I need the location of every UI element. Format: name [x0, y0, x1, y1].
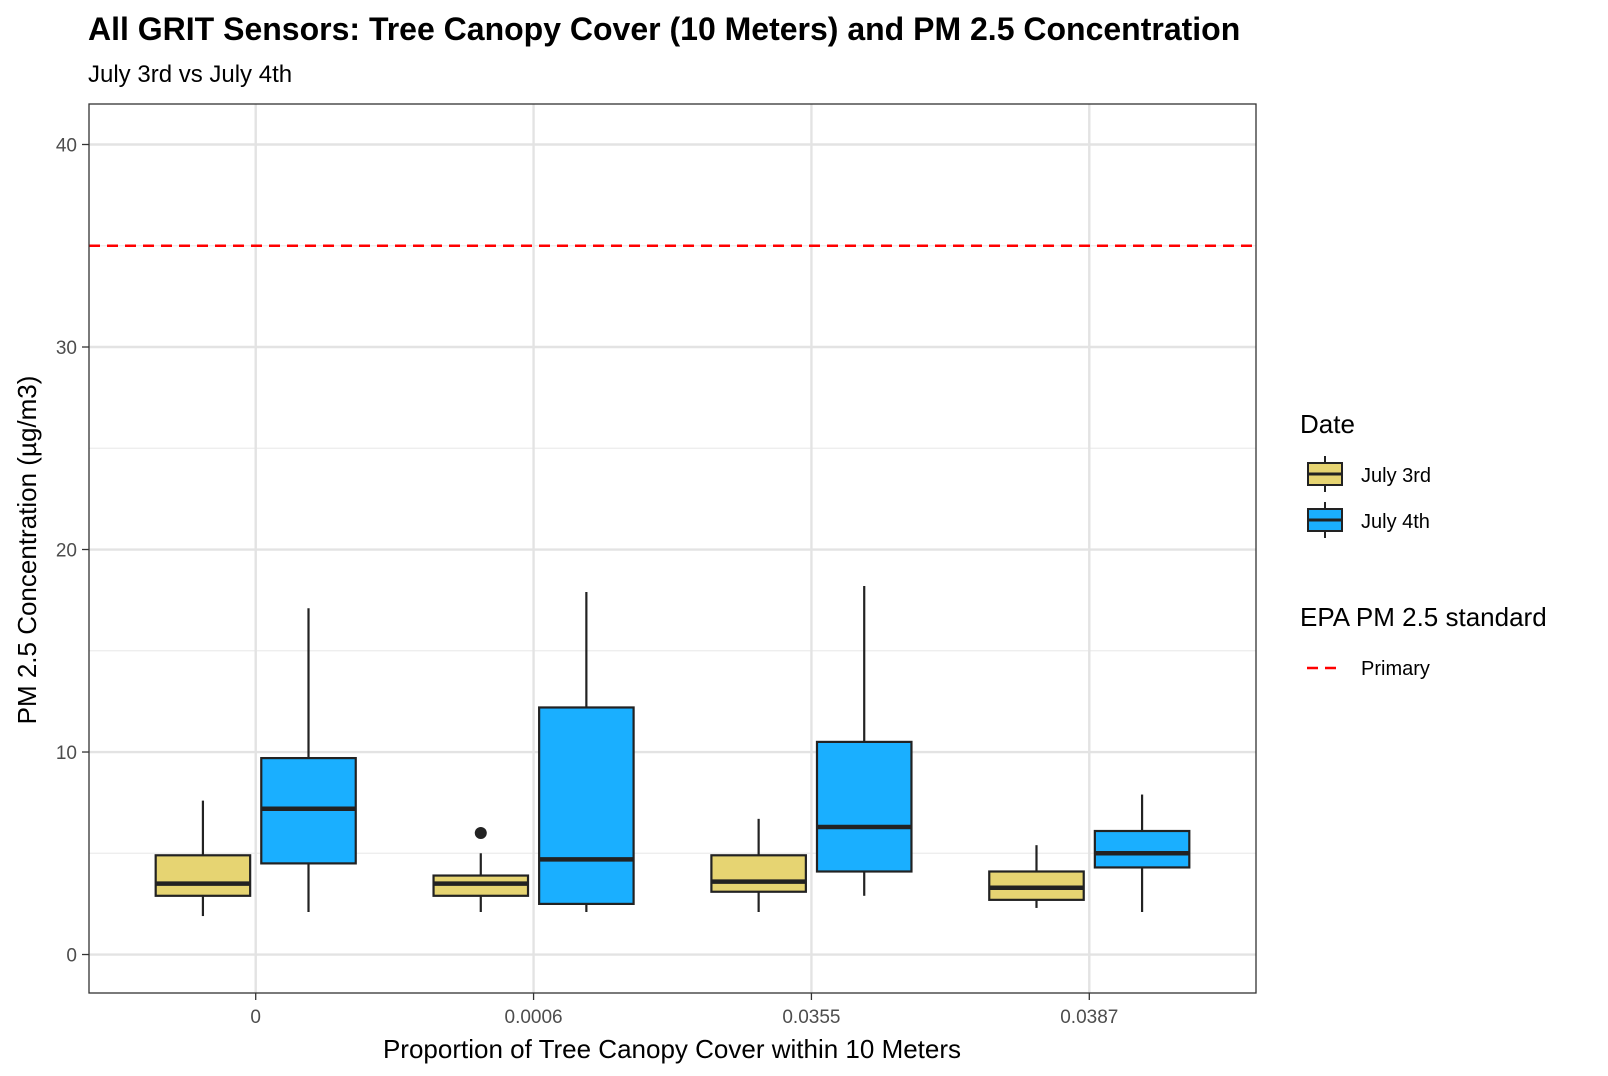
boxplot-july-4th-0.0006 [538, 592, 635, 912]
x-tick-label: 0.0387 [1060, 1007, 1118, 1028]
legend-key-july-4th [1307, 502, 1343, 538]
boxplot-july-3rd-0.0355 [710, 818, 807, 912]
boxplot-july-4th-0.0355 [815, 585, 913, 896]
y-tick-label: 30 [56, 338, 77, 359]
box [154, 854, 252, 897]
box [815, 740, 913, 873]
chart-title: All GRIT Sensors: Tree Canopy Cover (10 … [88, 11, 1240, 47]
x-tick-label: 0 [250, 1007, 261, 1028]
plot-area: 0 10 20 30 40 0 0.0006 0.0355 0.0387 [56, 103, 1257, 1028]
x-tick-label: 0.0006 [505, 1007, 563, 1028]
boxplot-july-3rd-0.0006 [432, 827, 530, 912]
chart-subtitle: July 3rd vs July 4th [88, 61, 292, 88]
boxplot-july-3rd-0.0387 [988, 845, 1085, 908]
box [1093, 829, 1191, 869]
x-tick-label: 0.0355 [782, 1007, 840, 1028]
boxplot-july-4th-0 [260, 608, 357, 912]
y-axis-title: PM 2.5 Concentration (µg/m3) [12, 376, 42, 725]
box [538, 706, 635, 905]
legend-label-primary: Primary [1361, 658, 1430, 680]
legend-key-july-3rd [1307, 456, 1343, 492]
y-tick-label: 40 [56, 136, 77, 157]
legend-label-july-3rd: July 3rd [1361, 465, 1431, 487]
panel-border [88, 103, 1257, 994]
legend-line-title: EPA PM 2.5 standard [1300, 602, 1547, 632]
boxplot-july-3rd-0 [154, 800, 252, 917]
box [710, 854, 807, 893]
boxplot-july-4th-0.0387 [1093, 794, 1191, 912]
legend-fill-title: Date [1300, 409, 1355, 439]
y-tick-label: 20 [56, 541, 77, 562]
legend-label-july-4th: July 4th [1361, 511, 1430, 533]
y-tick-label: 0 [66, 946, 77, 967]
x-axis-title: Proportion of Tree Canopy Cover within 1… [383, 1034, 961, 1064]
outlier-point [474, 827, 487, 840]
legend: Date July 3rd July 4th EPA PM 2.5 standa… [1300, 409, 1547, 680]
y-tick-label: 10 [56, 743, 77, 764]
